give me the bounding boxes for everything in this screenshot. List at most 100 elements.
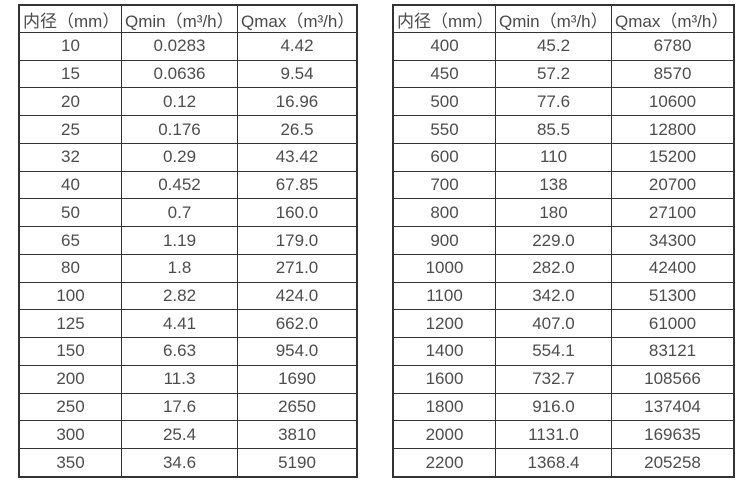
table-cell: 169635: [611, 420, 735, 450]
table-row: 250 17.6 2650: [18, 392, 358, 422]
table-cell: 2650: [237, 392, 358, 422]
column-header-qmin: Qmin（m³/h）: [495, 4, 612, 33]
column-header-qmax: Qmax（m³/h）: [611, 4, 735, 33]
table-row: 80 1.8 271.0: [18, 253, 358, 283]
table-cell: 2000: [392, 420, 496, 450]
table-row: 400 45.2 6780: [392, 32, 735, 61]
table-row: 1600 732.7 108566: [392, 364, 735, 394]
table-row: 900 229.0 34300: [392, 226, 735, 255]
table-header-row: 内径（mm） Qmin（m³/h） Qmax（m³/h）: [18, 4, 358, 33]
table-cell: 350: [18, 448, 122, 478]
table-row: 20 0.12 16.96: [18, 87, 358, 117]
table-cell: 61000: [611, 309, 735, 339]
table-cell: 10: [18, 32, 122, 61]
table-cell: 77.6: [495, 87, 612, 117]
table-cell: 1400: [392, 337, 496, 366]
table-cell: 0.452: [121, 170, 238, 200]
table-cell: 6.63: [121, 337, 238, 366]
table-cell: 50: [18, 198, 122, 228]
table-cell: 100: [18, 281, 122, 311]
table-body: 10 0.0283 4.42 15 0.0636 9.54 20 0.12 16.96 25 0.1…: [18, 32, 358, 478]
table-row: 2000 1131.0 169635: [392, 420, 735, 450]
column-header-diameter: 内径（mm）: [392, 4, 496, 33]
table-cell: 34300: [611, 226, 735, 255]
table-row: 2200 1368.4 205258: [392, 448, 735, 478]
table-row: 300 25.4 3810: [18, 420, 358, 450]
table-cell: 85.5: [495, 115, 612, 144]
table-row: 25 0.176 26.5: [18, 115, 358, 144]
diameter-flow-table-small: 内径（mm） Qmin（m³/h） Qmax（m³/h） 10 0.0283 4.4…: [18, 4, 358, 478]
table-cell: 0.0636: [121, 59, 238, 89]
table-cell: 1000: [392, 253, 496, 283]
table-cell: 1.8: [121, 253, 238, 283]
table-row: 450 57.2 8570: [392, 59, 735, 89]
table-cell: 0.7: [121, 198, 238, 228]
table-cell: 137404: [611, 392, 735, 422]
table-row: 1400 554.1 83121: [392, 337, 735, 366]
table-cell: 250: [18, 392, 122, 422]
table-cell: 205258: [611, 448, 735, 478]
table-header-row: 内径（mm） Qmin（m³/h） Qmax（m³/h）: [392, 4, 735, 33]
table-cell: 11.3: [121, 364, 238, 394]
table-cell: 407.0: [495, 309, 612, 339]
table-cell: 179.0: [237, 226, 358, 255]
table-row: 1100 342.0 51300: [392, 281, 735, 311]
table-row: 65 1.19 179.0: [18, 226, 358, 255]
table-row: 700 138 20700: [392, 170, 735, 200]
table-row: 800 180 27100: [392, 198, 735, 228]
table-cell: 83121: [611, 337, 735, 366]
table-cell: 550: [392, 115, 496, 144]
table-cell: 300: [18, 420, 122, 450]
table-cell: 1800: [392, 392, 496, 422]
column-header-qmin: Qmin（m³/h）: [121, 4, 238, 33]
table-cell: 27100: [611, 198, 735, 228]
table-cell: 2200: [392, 448, 496, 478]
table-cell: 200: [18, 364, 122, 394]
table-row: 1000 282.0 42400: [392, 253, 735, 283]
table-cell: 16.96: [237, 87, 358, 117]
table-cell: 34.6: [121, 448, 238, 478]
table-cell: 400: [392, 32, 496, 61]
table-cell: 5190: [237, 448, 358, 478]
table-cell: 8570: [611, 59, 735, 89]
table-cell: 662.0: [237, 309, 358, 339]
table-row: 100 2.82 424.0: [18, 281, 358, 311]
table-cell: 25.4: [121, 420, 238, 450]
table-cell: 26.5: [237, 115, 358, 144]
table-cell: 954.0: [237, 337, 358, 366]
table-cell: 800: [392, 198, 496, 228]
table-cell: 229.0: [495, 226, 612, 255]
table-cell: 554.1: [495, 337, 612, 366]
table-cell: 450: [392, 59, 496, 89]
table-cell: 40: [18, 170, 122, 200]
table-row: 15 0.0636 9.54: [18, 59, 358, 89]
table-row: 600 110 15200: [392, 142, 735, 172]
table-cell: 15200: [611, 142, 735, 172]
table-cell: 108566: [611, 364, 735, 394]
table-cell: 1131.0: [495, 420, 612, 450]
table-cell: 1.19: [121, 226, 238, 255]
table-cell: 20: [18, 87, 122, 117]
table-cell: 4.41: [121, 309, 238, 339]
table-cell: 916.0: [495, 392, 612, 422]
table-cell: 282.0: [495, 253, 612, 283]
table-cell: 42400: [611, 253, 735, 283]
table-cell: 10600: [611, 87, 735, 117]
table-cell: 45.2: [495, 32, 612, 61]
table-row: 125 4.41 662.0: [18, 309, 358, 339]
table-cell: 25: [18, 115, 122, 144]
table-cell: 57.2: [495, 59, 612, 89]
table-cell: 20700: [611, 170, 735, 200]
table-row: 350 34.6 5190: [18, 448, 358, 478]
table-row: 550 85.5 12800: [392, 115, 735, 144]
table-cell: 43.42: [237, 142, 358, 172]
table-body: 400 45.2 6780 450 57.2 8570 500 77.6 10600 550 85.…: [392, 32, 735, 478]
table-cell: 1100: [392, 281, 496, 311]
table-cell: 0.12: [121, 87, 238, 117]
table-cell: 51300: [611, 281, 735, 311]
diameter-flow-table-large: 内径（mm） Qmin（m³/h） Qmax（m³/h） 400 45.2 6780…: [392, 4, 735, 478]
table-cell: 4.42: [237, 32, 358, 61]
table-cell: 65: [18, 226, 122, 255]
table-cell: 125: [18, 309, 122, 339]
